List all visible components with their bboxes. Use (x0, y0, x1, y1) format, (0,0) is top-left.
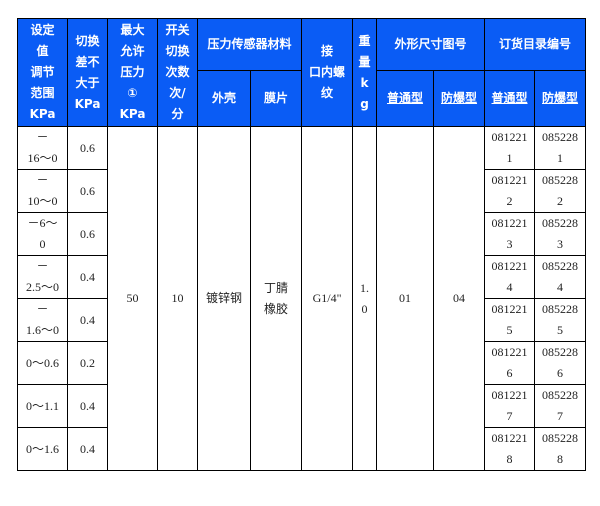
range-cell: 0～1.6 (17, 427, 68, 471)
diff-cell: 0.2 (67, 341, 108, 385)
table-row: － 1.6～0 0.4 081221 5 085228 5 (17, 298, 587, 342)
range-cell: － 16～0 (17, 126, 68, 170)
order-normal-cell: 081221 8 (484, 427, 536, 471)
header-range: 设定 值 调节 范围 KPa (17, 18, 68, 127)
order-normal-cell: 081221 7 (484, 384, 536, 428)
header-drawing-normal: 普通型 (376, 70, 435, 127)
order-explosion-cell: 085228 2 (534, 169, 587, 213)
order-explosion-cell: 085228 6 (534, 341, 587, 385)
order-explosion-cell: 085228 1 (534, 126, 587, 170)
header-max-pressure: 最大 允许 压力 ① KPa (107, 18, 158, 127)
order-normal-cell: 081221 1 (484, 126, 536, 170)
shell-cell: 镀锌钢 (197, 126, 251, 471)
header-drawing-explosion: 防爆型 (433, 70, 486, 127)
header-order-explosion: 防爆型 (534, 70, 587, 127)
header-diff: 切换 差不 大于 KPa (67, 18, 108, 127)
max-pressure-cell: 50 (107, 126, 158, 471)
header-dimension-drawing: 外形尺寸图号 (376, 18, 486, 71)
order-explosion-cell: 085228 4 (534, 255, 587, 299)
diff-cell: 0.4 (67, 427, 108, 471)
table-body: － 16～0 0.6 50 10 镀锌钢 丁腈 橡胶 G1/4" 1. 0 01 04 081221… (17, 126, 587, 471)
order-normal-cell: 081221 4 (484, 255, 536, 299)
diff-cell: 0.4 (67, 255, 108, 299)
drawing-explosion-cell: 04 (433, 126, 486, 471)
header-order-normal: 普通型 (484, 70, 536, 127)
range-cell: 0～1.1 (17, 384, 68, 428)
order-normal-cell: 081221 2 (484, 169, 536, 213)
order-explosion-cell: 085228 7 (534, 384, 587, 428)
spec-table: 设定 值 调节 范围 KPa 切换 差不 大于 KPa 最大 允许 压力 ① K… (17, 18, 587, 471)
thread-cell: G1/4" (301, 126, 354, 471)
order-explosion-cell: 085228 3 (534, 212, 587, 256)
header-order-catalog: 订货目录编号 (484, 18, 587, 71)
table-row: － 10～0 0.6 081221 2 085228 2 (17, 169, 587, 213)
diff-cell: 0.6 (67, 126, 108, 170)
header-switch-count: 开关 切换 次数 次/ 分 (157, 18, 198, 127)
range-cell: － 2.5～0 (17, 255, 68, 299)
range-cell: 0～0.6 (17, 341, 68, 385)
header-shell: 外壳 (197, 70, 251, 127)
drawing-normal-cell: 01 (376, 126, 435, 471)
table-row: － 16～0 0.6 50 10 镀锌钢 丁腈 橡胶 G1/4" 1. 0 01 04 081221… (17, 126, 587, 471)
range-cell: －6～ 0 (17, 212, 68, 256)
order-normal-cell: 081221 6 (484, 341, 536, 385)
table-row: － 2.5～0 0.4 081221 4 085228 4 (17, 255, 587, 299)
diff-cell: 0.6 (67, 169, 108, 213)
diff-cell: 0.6 (67, 212, 108, 256)
table-row: 0～1.1 0.4 081221 7 085228 7 (17, 384, 587, 428)
header-weight: 重 量 k g (352, 18, 378, 127)
table-row: －6～ 0 0.6 081221 3 085228 3 (17, 212, 587, 256)
header-membrane: 膜片 (249, 70, 303, 127)
diff-cell: 0.4 (67, 298, 108, 342)
header-thread: 接 口内螺 纹 (301, 18, 354, 127)
order-explosion-cell: 085228 8 (534, 427, 587, 471)
range-cell: － 10～0 (17, 169, 68, 213)
switch-count-cell: 10 (157, 126, 198, 471)
diff-cell: 0.4 (67, 384, 108, 428)
range-cell: － 1.6～0 (17, 298, 68, 342)
membrane-cell: 丁腈 橡胶 (249, 126, 303, 471)
order-explosion-cell: 085228 5 (534, 298, 587, 342)
table-row: 0～1.6 0.4 081221 8 085228 8 (17, 427, 587, 471)
order-normal-cell: 081221 5 (484, 298, 536, 342)
weight-cell: 1. 0 (352, 126, 378, 471)
order-normal-cell: 081221 3 (484, 212, 536, 256)
header-sensor-material: 压力传感器材料 (196, 18, 303, 71)
